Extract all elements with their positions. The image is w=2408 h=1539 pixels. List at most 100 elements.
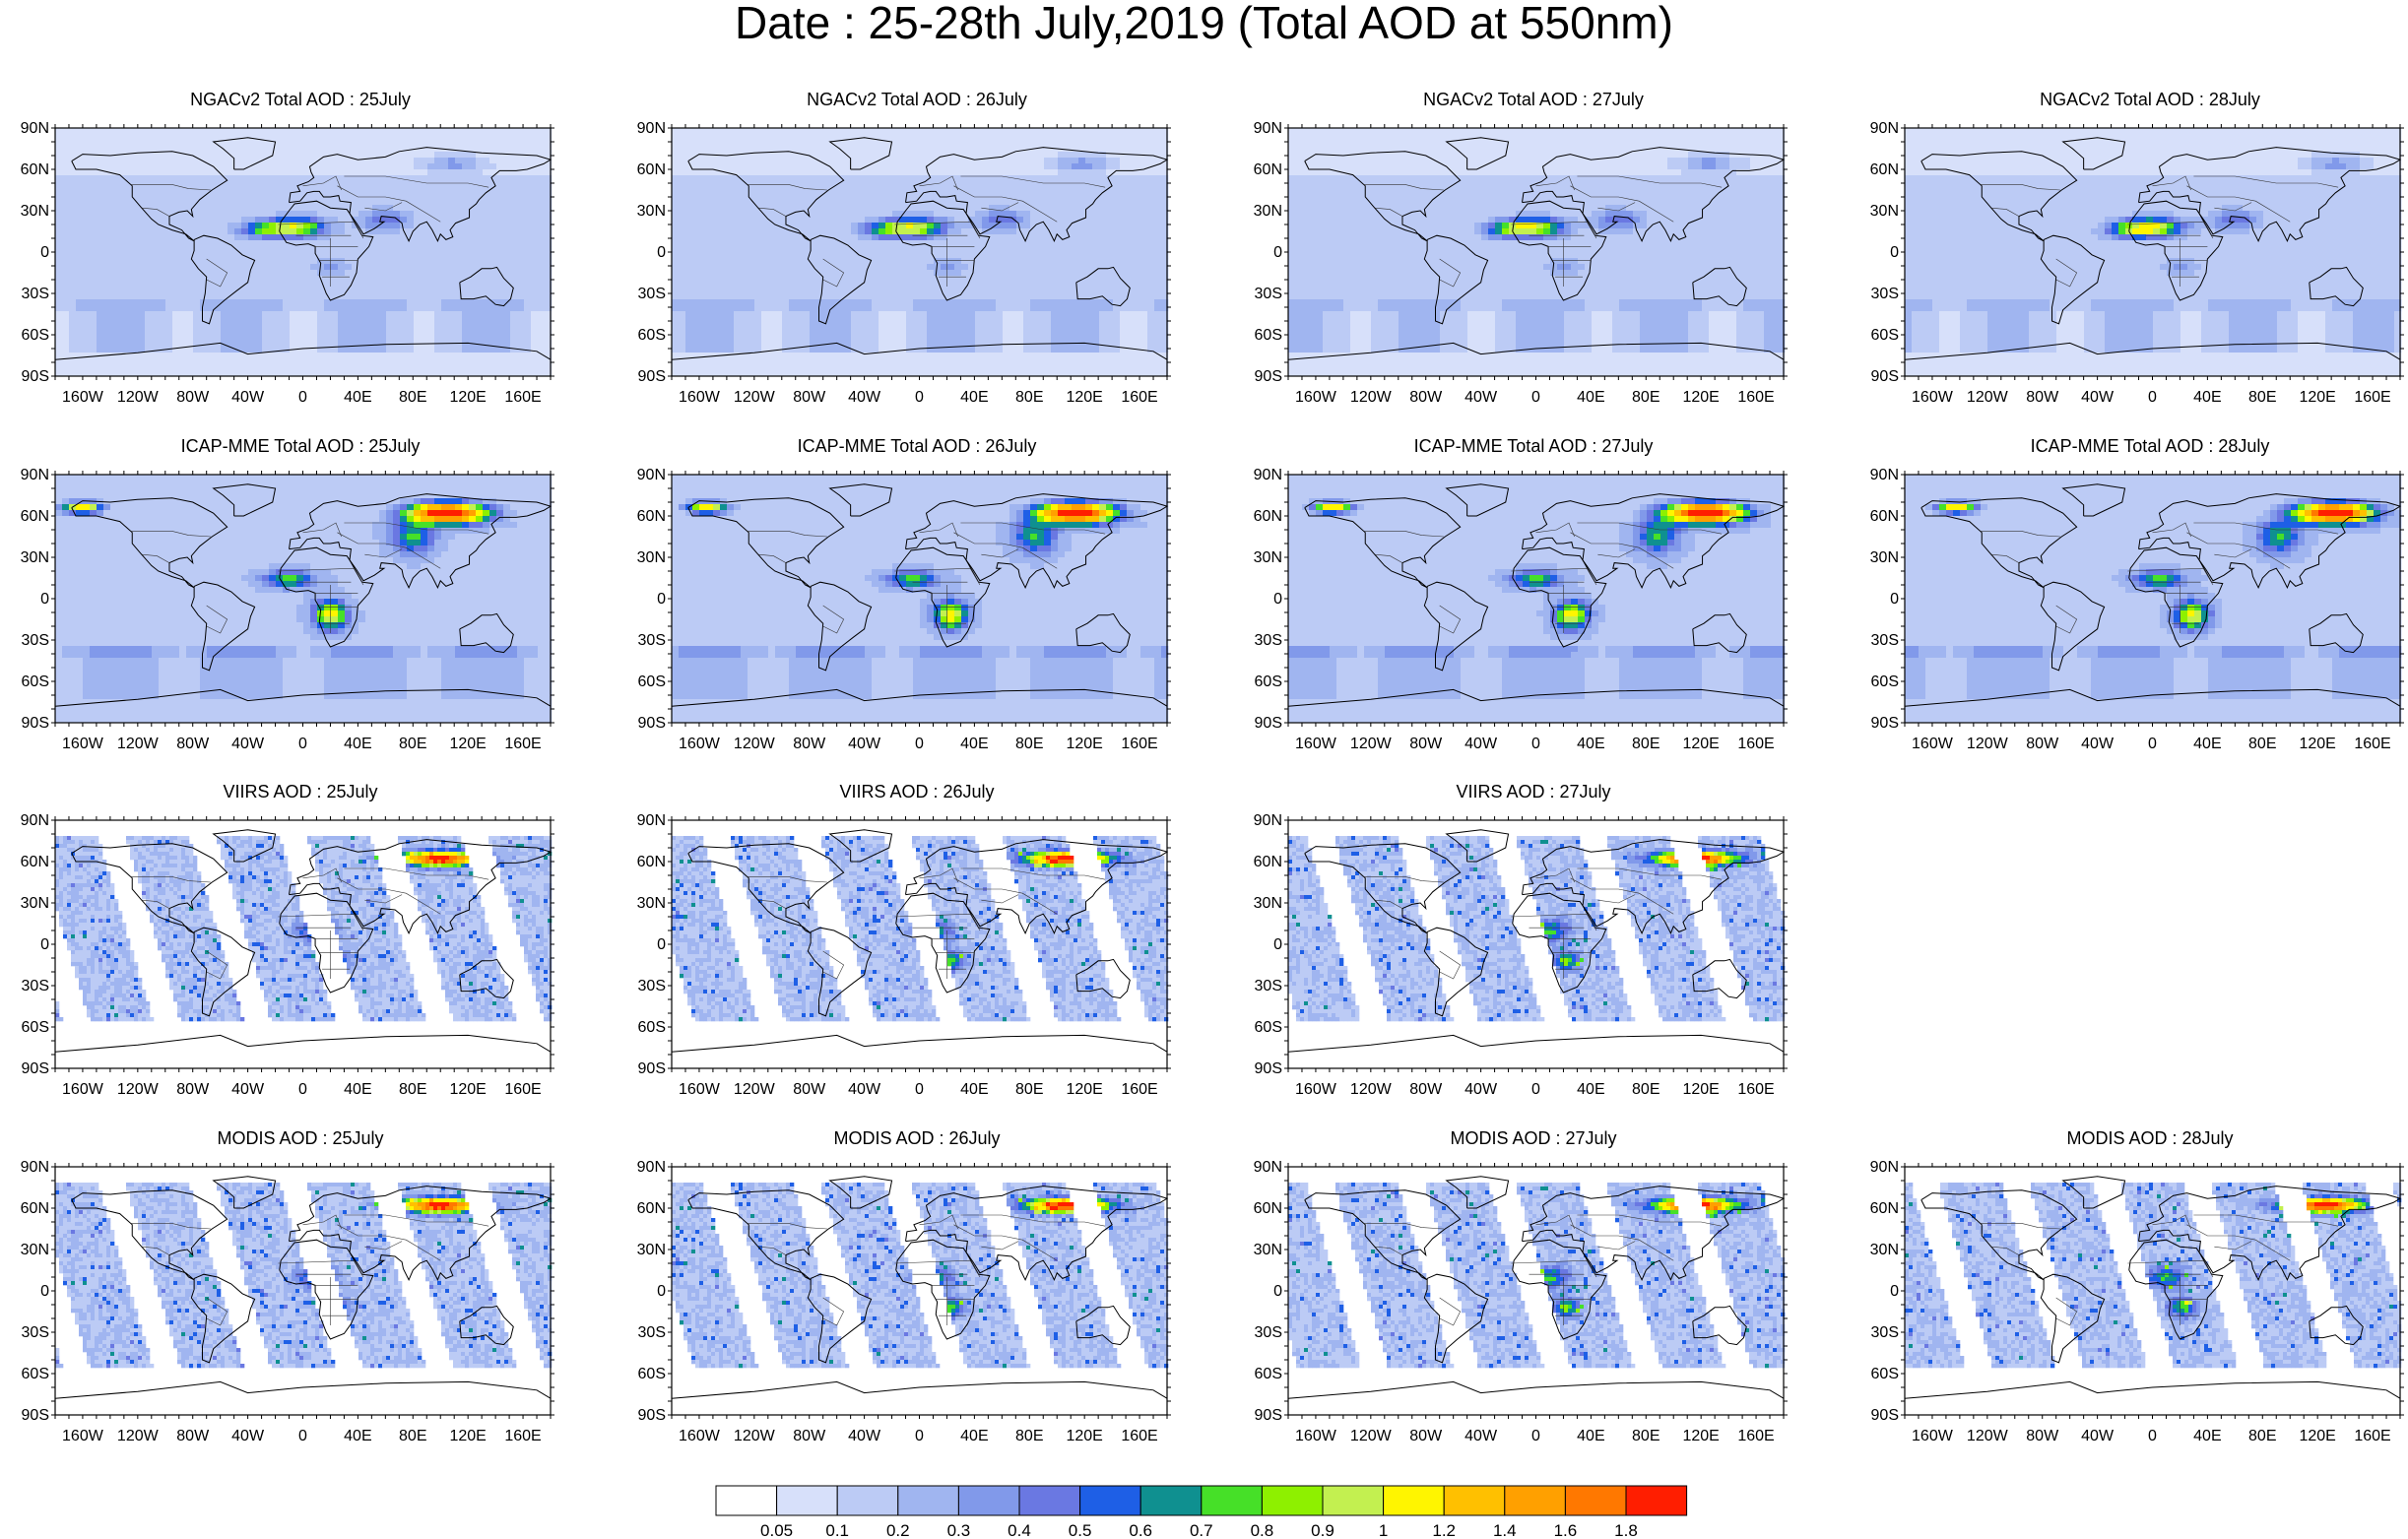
lon-tick-label: 160W	[1295, 736, 1337, 752]
panel-title: MODIS AOD : 26July	[617, 1127, 1217, 1149]
lat-tick-label: 30S	[638, 1324, 666, 1341]
lat-tick-label: 60S	[638, 327, 666, 344]
colorbar-label: 1.2	[1432, 1521, 1456, 1539]
lon-tick-label: 40E	[1577, 389, 1604, 406]
lat-tick-label: 60N	[1870, 161, 1899, 178]
lat-tick-label: 30S	[1255, 1324, 1282, 1341]
lat-tick-label: 30S	[638, 286, 666, 302]
lon-tick-label: 80E	[2248, 736, 2276, 752]
colorbar-label: 1.8	[1614, 1521, 1638, 1539]
panel-title: ICAP-MME Total AOD : 25July	[0, 435, 601, 457]
lat-tick-label: 30N	[1254, 203, 1282, 220]
lon-tick-label: 0	[1531, 736, 1540, 752]
country-borders	[747, 175, 1106, 288]
aod-field	[1288, 1183, 1786, 1369]
aod-field	[55, 836, 553, 1022]
lon-tick-label: 160W	[1295, 1081, 1337, 1098]
lat-tick-label: 90S	[1871, 1407, 1899, 1424]
lon-tick-label: 120W	[734, 1428, 776, 1444]
aod-field	[1905, 1183, 2402, 1369]
lon-tick-label: 80W	[176, 736, 210, 752]
lon-tick-label: 120E	[449, 736, 486, 752]
lon-tick-label: 120W	[1350, 389, 1393, 406]
lon-tick-label: 0	[915, 1081, 924, 1098]
lon-tick-label: 160W	[1912, 389, 1954, 406]
lon-tick-label: 80E	[1015, 1428, 1043, 1444]
world-map: 90N 60N 30N 0 30S 60S 90S 160W 120W 80W 40W 0 40E 80E…	[21, 1159, 554, 1444]
colorbar-label: 0.7	[1190, 1521, 1213, 1539]
lon-tick-label: 40E	[2193, 736, 2221, 752]
lon-tick-label: 0	[915, 389, 924, 406]
lon-tick-label: 160E	[1121, 389, 1157, 406]
axis-ticks	[1284, 816, 1788, 1072]
lon-tick-label: 120W	[1967, 736, 2009, 752]
coastlines	[54, 137, 553, 360]
panel-title: VIIRS AOD : 26July	[617, 781, 1217, 802]
lon-tick-label: 120W	[1350, 736, 1393, 752]
lon-tick-label: 80W	[1409, 389, 1443, 406]
lon-tick-label: 120E	[1066, 1081, 1102, 1098]
colorbar-label: 0.4	[1008, 1521, 1031, 1539]
lat-tick-label: 90N	[21, 1159, 49, 1176]
world-map: 90N 60N 30N 0 30S 60S 90S 160W 120W 80W 40W 0 40E 80E…	[21, 812, 554, 1098]
lat-tick-label: 90N	[1254, 120, 1282, 137]
country-borders	[130, 522, 489, 634]
lat-tick-label: 60S	[1871, 673, 1899, 690]
country-borders	[747, 867, 1106, 980]
coastlines	[671, 137, 1169, 360]
lat-tick-label: 60N	[21, 508, 49, 525]
world-map: 90N 60N 30N 0 30S 60S 90S 160W 120W 80W 40W 0 40E 80E…	[1254, 1159, 1788, 1444]
lon-tick-label: 40E	[344, 1081, 371, 1098]
map-panel-ngac-26: NGACv2 Total AOD : 26July 90N 60N 30N 0 30S 60…	[617, 89, 1217, 423]
lat-tick-label: 0	[40, 244, 49, 261]
colorbar-swatch	[1201, 1485, 1263, 1516]
lat-tick-label: 60N	[637, 161, 666, 178]
lon-tick-label: 120W	[117, 1081, 160, 1098]
lat-tick-label: 0	[1273, 244, 1282, 261]
country-borders	[130, 867, 489, 980]
map-panel-viirs-26: VIIRS AOD : 26July 90N 60N 30N 0 30S 60S 90S 160…	[617, 781, 1217, 1116]
axis-ticks	[1284, 471, 1788, 727]
lat-tick-label: 0	[1890, 244, 1899, 261]
lat-tick-label: 30N	[21, 203, 49, 220]
map-panel-ngac-25: NGACv2 Total AOD : 25July 90N 60N 30N 0 30S 60…	[0, 89, 601, 423]
lat-tick-label: 60S	[22, 673, 49, 690]
lon-tick-label: 80W	[1409, 1081, 1443, 1098]
aod-colorbar: 0.05 0.1 0.2 0.3 0.4 0.5 0.6 0.7 0.8 0.9 1 1.2 1.4 1.…	[715, 1485, 1688, 1539]
axis-ticks	[668, 816, 1171, 1072]
lat-tick-label: 60N	[21, 854, 49, 870]
lat-tick-label: 60N	[637, 508, 666, 525]
lat-tick-label: 90S	[1871, 715, 1899, 732]
aod-field	[672, 475, 1169, 724]
lon-tick-label: 160W	[679, 1081, 721, 1098]
lat-tick-label: 90S	[638, 715, 666, 732]
aod-field	[672, 1183, 1169, 1369]
world-map: 90N 60N 30N 0 30S 60S 90S 160W 120W 80W 40W 0 40E 80E…	[21, 467, 554, 752]
lat-tick-label: 30S	[1255, 632, 1282, 649]
lon-tick-label: 80W	[2026, 1428, 2059, 1444]
lat-tick-label: 60S	[22, 327, 49, 344]
lon-tick-label: 40E	[2193, 1428, 2221, 1444]
lat-tick-label: 60N	[637, 1200, 666, 1217]
aod-field	[1288, 836, 1786, 1022]
lat-tick-label: 60S	[1255, 1019, 1282, 1036]
colorbar-swatch	[1625, 1485, 1688, 1516]
lat-tick-label: 30S	[22, 978, 49, 994]
colorbar-swatch	[1504, 1485, 1566, 1516]
lon-tick-label: 160E	[1121, 1428, 1157, 1444]
lon-tick-label: 120W	[1967, 389, 2009, 406]
lon-tick-label: 120W	[734, 736, 776, 752]
lon-tick-label: 40E	[1577, 736, 1604, 752]
lon-tick-label: 120E	[1682, 1428, 1719, 1444]
lon-tick-label: 120E	[1682, 389, 1719, 406]
lon-tick-label: 120E	[449, 389, 486, 406]
world-map: 90N 60N 30N 0 30S 60S 90S 160W 120W 80W 40W 0 40E 80E…	[637, 120, 1171, 406]
world-map: 90N 60N 30N 0 30S 60S 90S 160W 120W 80W 40W 0 40E 80E…	[637, 812, 1171, 1098]
lon-tick-label: 40W	[2081, 1428, 2115, 1444]
lat-tick-label: 30S	[1871, 286, 1899, 302]
lat-tick-label: 0	[657, 591, 666, 608]
lon-tick-label: 80W	[176, 389, 210, 406]
country-borders	[1363, 522, 1723, 634]
lat-tick-label: 0	[1273, 936, 1282, 953]
lat-tick-label: 60S	[638, 673, 666, 690]
